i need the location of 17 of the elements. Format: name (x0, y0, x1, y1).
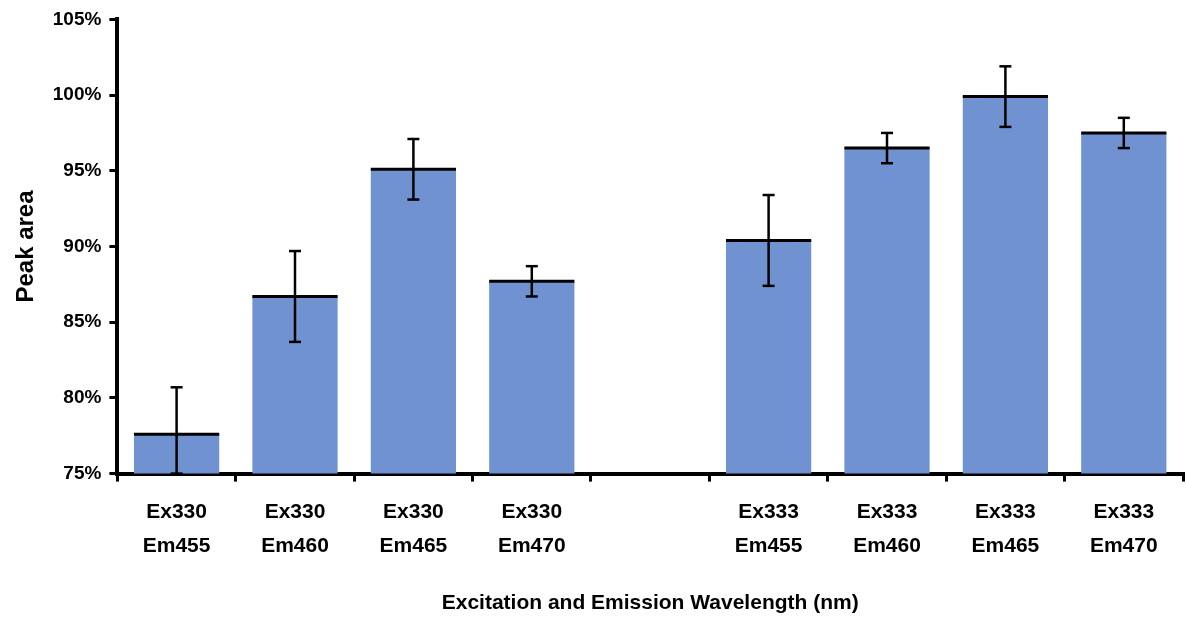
x-tick-label: Ex330 Em460 (261, 499, 329, 556)
x-tick-label: Ex333 Em465 (971, 499, 1040, 556)
x-tick-label: Ex333 Em455 (734, 499, 803, 556)
y-tick-label: 105% (52, 7, 102, 29)
y-tick-label: 90% (63, 234, 102, 256)
y-tick-label: 95% (63, 159, 102, 181)
y-tick-label: 75% (63, 461, 102, 483)
y-tick-label: 80% (63, 386, 102, 408)
x-tick-label: Ex330 Em455 (142, 499, 211, 556)
y-tick-label: 100% (52, 83, 102, 105)
y-tick-label: 85% (63, 310, 102, 332)
x-axis-title: Excitation and Emission Wavelength (nm) (441, 590, 859, 614)
x-tick-label: Ex333 Em470 (1089, 499, 1158, 556)
x-tick-label: Ex330 Em470 (497, 499, 566, 556)
y-axis-title: Peak area (11, 189, 39, 303)
x-tick-label: Ex330 Em465 (379, 499, 448, 556)
x-tick-label: Ex333 Em460 (853, 499, 921, 556)
